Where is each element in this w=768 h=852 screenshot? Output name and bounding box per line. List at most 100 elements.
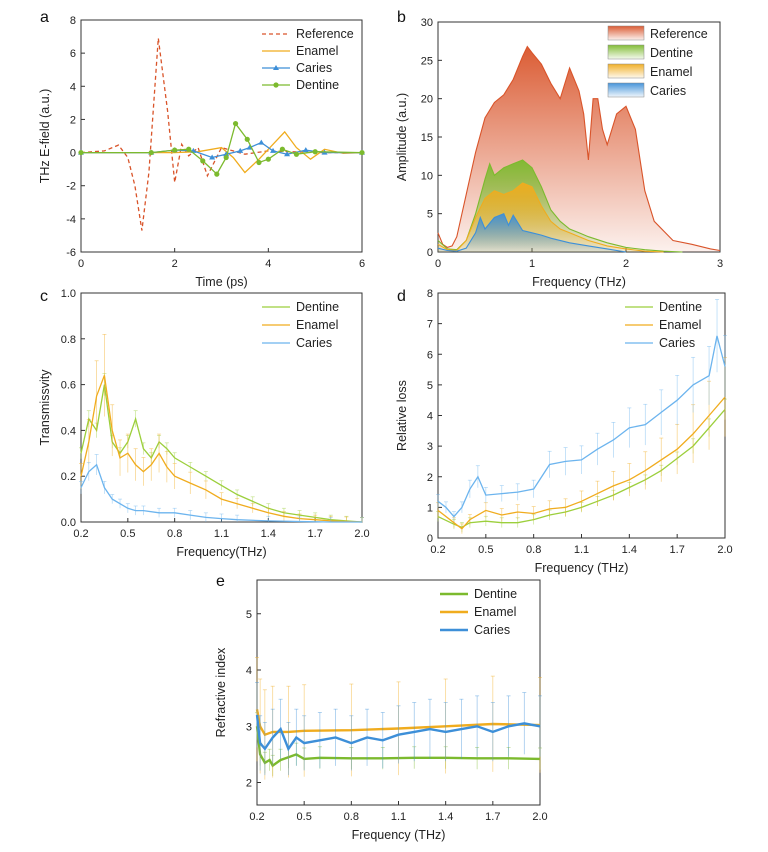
legend-marker bbox=[273, 65, 279, 70]
legend-swatch bbox=[607, 63, 645, 79]
y-tick-label: 1.0 bbox=[61, 288, 76, 300]
panel-letter: d bbox=[397, 288, 406, 305]
x-tick-label: 1.7 bbox=[670, 544, 685, 556]
data-point bbox=[258, 139, 265, 145]
series-line-caries bbox=[437, 212, 627, 253]
x-tick-label: 2.0 bbox=[532, 811, 547, 823]
y-tick-label: 3 bbox=[246, 721, 252, 733]
x-tick-label: 3 bbox=[717, 258, 723, 270]
y-axis-label: Relative loss bbox=[395, 380, 409, 451]
x-tick-label: 1.4 bbox=[438, 811, 453, 823]
x-axis-label: Frequency (THz) bbox=[535, 561, 629, 575]
legend-label: Reference bbox=[296, 27, 354, 41]
series-line-dentine bbox=[437, 159, 683, 253]
legend-label: Dentine bbox=[659, 300, 702, 314]
data-point bbox=[200, 158, 206, 164]
y-tick-label: 30 bbox=[421, 17, 433, 29]
legend-marker bbox=[273, 82, 279, 88]
data-point bbox=[223, 151, 230, 157]
data-point bbox=[270, 147, 277, 153]
data-point bbox=[223, 154, 229, 161]
legend-label: Reference bbox=[650, 27, 708, 41]
data-point bbox=[237, 147, 244, 153]
x-tick-label: 1.1 bbox=[214, 528, 229, 540]
x-tick-label: 2.0 bbox=[717, 544, 732, 556]
y-tick-label: 4 bbox=[70, 81, 76, 93]
series-line-enamel bbox=[437, 396, 726, 530]
legend-label: Dentine bbox=[296, 300, 339, 314]
data-point bbox=[312, 149, 318, 155]
y-axis-label: Refractive index bbox=[214, 647, 228, 737]
y-tick-label: 0.2 bbox=[61, 471, 76, 483]
x-tick-label: 0.2 bbox=[430, 544, 445, 556]
series-line-reference bbox=[80, 38, 362, 231]
x-tick-label: 1 bbox=[529, 258, 535, 270]
x-axis-label: Frequency(THz) bbox=[176, 545, 266, 559]
y-tick-label: 8 bbox=[427, 288, 433, 300]
legend-label: Caries bbox=[296, 61, 332, 75]
y-tick-label: 4 bbox=[246, 665, 252, 677]
x-tick-label: 2 bbox=[172, 258, 178, 270]
y-tick-label: 15 bbox=[421, 132, 433, 144]
data-point bbox=[209, 154, 216, 160]
data-point bbox=[232, 120, 239, 127]
data-point bbox=[256, 159, 262, 166]
legend-label: Caries bbox=[474, 623, 510, 637]
y-tick-label: 0.6 bbox=[61, 380, 76, 392]
y-tick-label: 6 bbox=[70, 48, 76, 60]
x-tick-label: 0 bbox=[78, 258, 84, 270]
legend-swatch bbox=[607, 44, 645, 60]
series-line-caries bbox=[255, 714, 541, 752]
data-point bbox=[265, 156, 271, 162]
series-line-caries bbox=[81, 141, 362, 159]
y-tick-label: 0 bbox=[427, 247, 433, 259]
data-point bbox=[284, 151, 291, 157]
x-tick-label: 0.5 bbox=[478, 544, 493, 556]
x-tick-label: 1.4 bbox=[261, 528, 276, 540]
y-tick-label: 0.0 bbox=[61, 517, 76, 529]
y-tick-label: 4 bbox=[427, 411, 433, 423]
legend-label: Enamel bbox=[650, 65, 692, 79]
y-tick-label: 0 bbox=[70, 148, 76, 160]
x-tick-label: 1.7 bbox=[308, 528, 323, 540]
y-axis-label: Transmissvity bbox=[38, 369, 52, 446]
data-point bbox=[359, 149, 365, 156]
y-tick-label: 3 bbox=[427, 441, 433, 453]
data-point bbox=[148, 149, 154, 156]
series-line-enamel bbox=[81, 130, 363, 174]
legend-label: Caries bbox=[650, 84, 686, 98]
legend-swatch bbox=[607, 82, 645, 98]
x-axis-label: Frequency (THz) bbox=[352, 828, 446, 842]
y-tick-label: 0.8 bbox=[61, 334, 76, 346]
chart-panel-c: 0.2 0.5 0.8 1.1 1.4 1.7 2.00.00.20.40.60.81.0F… bbox=[38, 288, 370, 559]
y-tick-label: 10 bbox=[421, 170, 433, 182]
data-point bbox=[302, 147, 309, 153]
series-line-enamel bbox=[437, 182, 664, 253]
data-point bbox=[279, 146, 285, 152]
panel-letter: e bbox=[216, 573, 225, 590]
legend-label: Caries bbox=[659, 336, 695, 350]
x-tick-label: 0.5 bbox=[297, 811, 312, 823]
legend-label: Caries bbox=[296, 336, 332, 350]
x-tick-label: 1.1 bbox=[391, 811, 406, 823]
series-line-dentine bbox=[437, 408, 726, 529]
data-point bbox=[214, 171, 220, 177]
y-tick-label: 2 bbox=[427, 472, 433, 484]
series-line-caries bbox=[80, 463, 362, 523]
panel-letter: a bbox=[40, 9, 49, 26]
x-tick-label: 0.5 bbox=[120, 528, 135, 540]
legend-label: Dentine bbox=[474, 587, 517, 601]
y-tick-label: 7 bbox=[427, 319, 433, 331]
data-point bbox=[246, 144, 253, 150]
y-tick-label: 0 bbox=[427, 533, 433, 545]
x-tick-label: 0 bbox=[435, 258, 441, 270]
y-tick-label: -2 bbox=[66, 181, 76, 193]
x-tick-label: 1.1 bbox=[574, 544, 589, 556]
y-axis-label: Amplitude (a.u.) bbox=[395, 93, 409, 181]
x-tick-label: 0.8 bbox=[344, 811, 359, 823]
y-tick-label: 5 bbox=[246, 609, 252, 621]
legend-label: Dentine bbox=[296, 78, 339, 92]
data-point bbox=[244, 136, 250, 142]
x-tick-label: 0.8 bbox=[167, 528, 182, 540]
